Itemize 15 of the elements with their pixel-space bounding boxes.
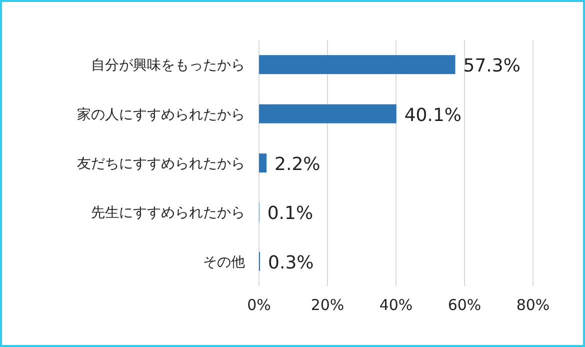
y-tick-label: 友だちにすすめられたから	[77, 156, 245, 172]
x-tick-label: 20%	[310, 296, 344, 314]
y-tick-label: その他	[203, 254, 245, 270]
x-tick-label: 60%	[448, 296, 482, 314]
y-tick-label: 家の人にすすめられたから	[77, 106, 245, 123]
x-tick-label: 0%	[247, 296, 271, 314]
data-label: 0.1%	[267, 203, 314, 224]
data-label: 2.2%	[274, 154, 320, 175]
x-tick-label: 80%	[516, 296, 550, 314]
x-tick-label: 40%	[379, 296, 413, 314]
y-tick-label: 自分が興味をもったから	[91, 58, 245, 74]
data-label: 57.3%	[463, 56, 520, 77]
data-label: 0.3%	[268, 252, 314, 274]
y-tick-label: 先生にすすめられたから	[91, 205, 245, 222]
data-label: 40.1%	[404, 104, 462, 126]
